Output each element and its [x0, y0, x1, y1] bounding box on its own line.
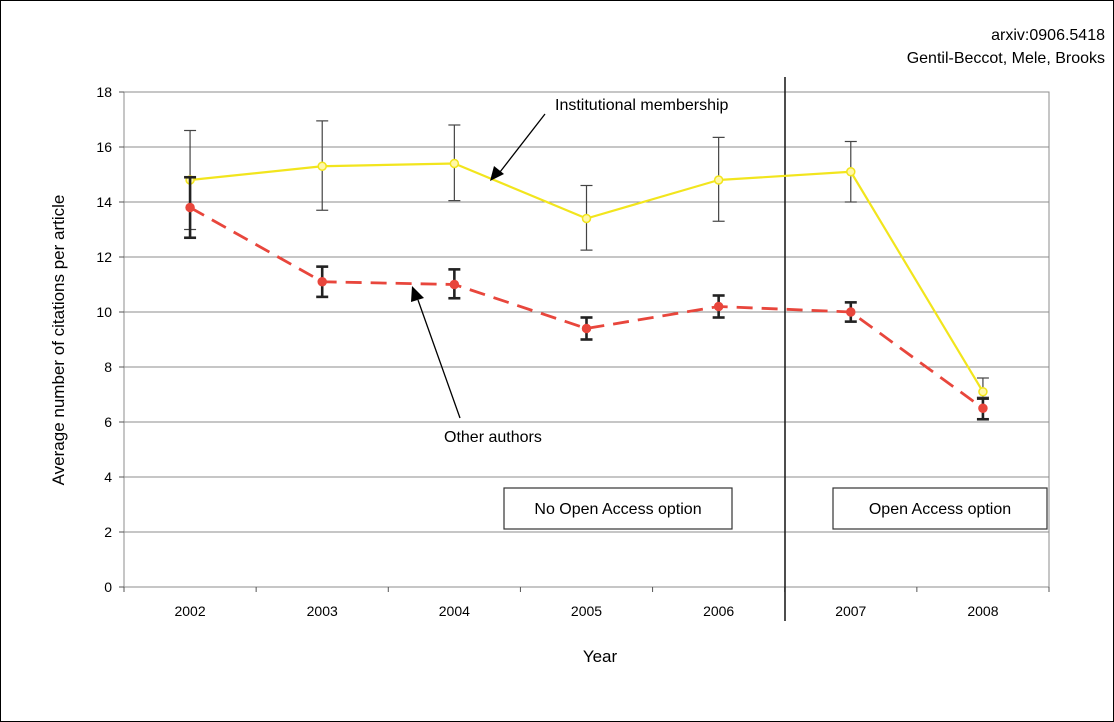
y-tick-label-12: 12: [96, 249, 112, 265]
point-other-2007: [846, 307, 856, 317]
x-axis-label: Year: [583, 647, 618, 666]
y-tick-label-10: 10: [96, 304, 112, 320]
annotation-other-authors: Other authors: [444, 429, 542, 446]
x-tick-label-2008: 2008: [967, 603, 998, 619]
x-tick-label-2003: 2003: [307, 603, 338, 619]
grid-lines: [124, 146, 1049, 533]
series-layer: [184, 120, 989, 421]
y-tick-label-18: 18: [96, 84, 112, 100]
x-tick-label-2005: 2005: [571, 603, 602, 619]
x-tick-label-2007: 2007: [835, 603, 866, 619]
annotation-institutional-membership: Institutional membership: [555, 97, 729, 114]
annotation-arrow-other: [417, 299, 461, 419]
y-tick-label-4: 4: [104, 469, 112, 485]
region-box-open-access: [832, 487, 1048, 530]
y-tick-label-8: 8: [104, 359, 112, 375]
region-box-no-open-access: [503, 487, 733, 530]
y-tick-label-14: 14: [96, 194, 112, 210]
y-tick-label-16: 16: [96, 139, 112, 155]
point-other-2002: [185, 202, 195, 213]
point-institutional-2004: [449, 158, 460, 169]
y-tick-label-0: 0: [104, 579, 112, 595]
point-other-2004: [449, 279, 460, 290]
annotation-arrow-institutional: [499, 113, 546, 173]
point-institutional-2003: [317, 161, 327, 171]
point-institutional-2006: [713, 175, 724, 185]
x-tick-label-2004: 2004: [439, 603, 470, 619]
x-axis-ticks: 2002 2003 2004 2005 2006 2007 2008: [123, 587, 1050, 619]
annotation-arrowhead-other: [411, 286, 424, 302]
point-other-2006: [713, 301, 724, 312]
y-axis-ticks: 0 2 4 6 8 10 12 14 16 18: [96, 84, 124, 595]
point-other-2003: [317, 277, 327, 287]
region-label-no-open-access: No Open Access option: [534, 501, 701, 518]
attribution-arxiv: arxiv:0906.5418: [991, 27, 1105, 44]
y-axis-label: Average number of citations per article: [49, 195, 68, 486]
point-institutional-2008: [978, 387, 988, 397]
y-tick-label-6: 6: [104, 414, 112, 430]
point-institutional-2007: [846, 167, 856, 177]
attribution-authors: Gentil-Beccot, Mele, Brooks: [907, 50, 1105, 67]
x-tick-label-2002: 2002: [174, 603, 205, 619]
series-other: [184, 175, 989, 421]
x-tick-label-2006: 2006: [703, 603, 734, 619]
annotation-arrowhead-institutional: [490, 166, 504, 181]
region-label-open-access: Open Access option: [869, 501, 1011, 518]
series-institutional: [184, 120, 989, 398]
point-other-2008: [978, 403, 988, 413]
y-tick-label-2: 2: [104, 524, 112, 540]
point-other-2005: [581, 323, 592, 334]
point-institutional-2005: [581, 213, 592, 224]
